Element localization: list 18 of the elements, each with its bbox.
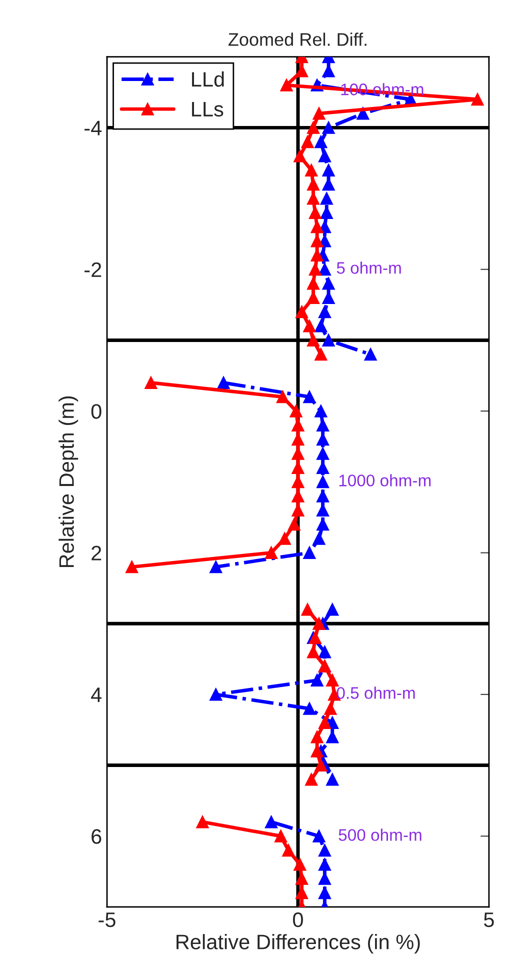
legend-label: LLd xyxy=(192,71,224,87)
x-tick-label: 5 xyxy=(484,912,494,928)
y-tick-label: 6 xyxy=(92,829,102,844)
y-axis-title: Relative Depth (m) xyxy=(58,396,78,568)
annotation: 500 ohm-m xyxy=(338,828,422,841)
y-tick-label: 2 xyxy=(92,546,102,560)
y-tick-label: 0 xyxy=(91,404,102,419)
x-axis-title: Relative Differences (in %) xyxy=(176,934,420,954)
y-tick-label: -2 xyxy=(84,262,102,277)
x-tick-label: -5 xyxy=(98,912,116,928)
x-tick-label: 0 xyxy=(293,912,303,928)
chart-title: Zoomed Rel. Diff. xyxy=(228,32,366,46)
annotation: 1000 ohm-m xyxy=(339,474,431,486)
y-tick-label: -4 xyxy=(84,120,102,136)
annotation: 5 ohm-m xyxy=(336,262,401,274)
legend-label: LLs xyxy=(192,102,224,117)
annotation: 0.5 ohm-m xyxy=(336,686,415,699)
y-tick-label: 4 xyxy=(91,688,102,702)
